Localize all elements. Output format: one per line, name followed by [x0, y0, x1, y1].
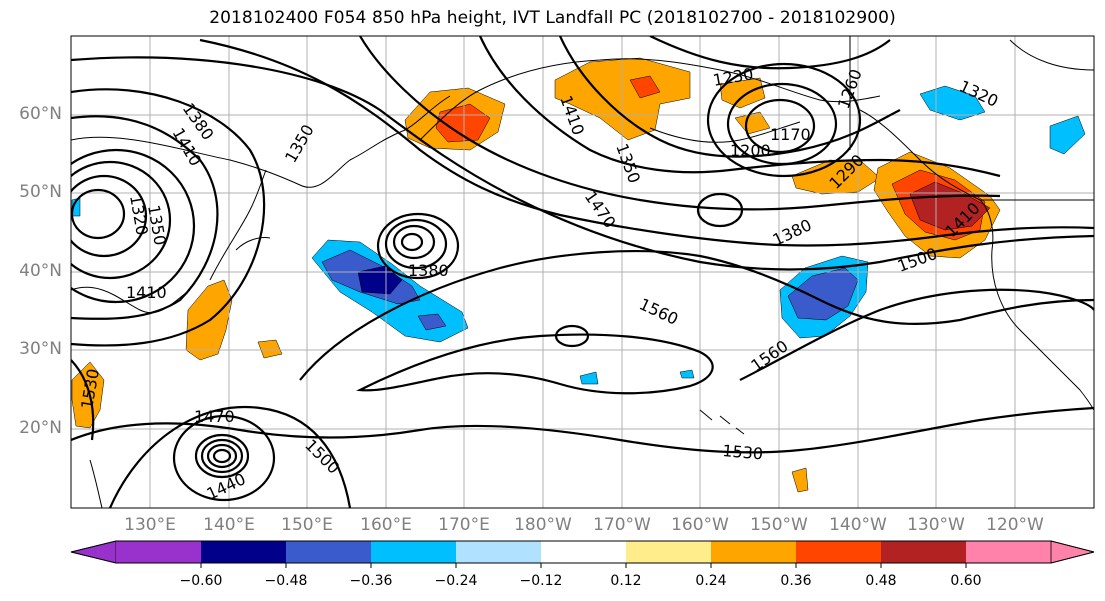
contour-label: 1170	[770, 125, 811, 144]
map-title: 2018102400 F054 850 hPa height, IVT Land…	[209, 8, 896, 28]
colorbar-segment	[201, 541, 286, 563]
colorbar-segment	[70, 540, 117, 564]
colorbar-tick-label: 0.24	[695, 573, 727, 589]
contour-label: 1380	[408, 261, 449, 280]
contour-label: 1470	[194, 407, 235, 426]
ivt-shade-positive	[257, 339, 283, 359]
contour-label: 1410	[126, 283, 167, 302]
lat-label: 30°N	[19, 339, 62, 359]
coastlines	[71, 36, 1094, 508]
colorbar-tick-label: 0.60	[950, 573, 982, 589]
colorbar-tick-label: −0.36	[349, 573, 393, 589]
colorbar-segment	[371, 541, 456, 563]
lon-label: 160°W	[671, 515, 729, 535]
ivt-shade-positive	[435, 103, 491, 143]
lon-label: 130°E	[124, 515, 176, 535]
contour-label: 1530	[722, 441, 764, 463]
colorbar-tick-label: 0.48	[865, 573, 897, 589]
contour-label: 1200	[730, 141, 771, 160]
ivt-shade-negative	[787, 267, 859, 321]
colorbar-tick-label: −0.24	[434, 573, 478, 589]
ivt-shade-negative	[357, 265, 403, 295]
ivt-shade-negative	[1049, 115, 1086, 155]
ivt-shade-negative	[679, 369, 695, 379]
lon-label: 180°W	[514, 515, 572, 535]
colorbar-tick-label: −0.48	[264, 573, 308, 589]
lon-label: 150°E	[281, 515, 333, 535]
colorbar-segment	[966, 541, 1051, 563]
lon-label: 170°E	[438, 515, 490, 535]
lat-label: 40°N	[19, 261, 62, 281]
colorbar-segment	[881, 541, 966, 563]
map-area: 1380 1410 1350 1320 1350 1410 1380 1410 …	[71, 36, 1094, 508]
colorbar-outline	[70, 540, 1095, 564]
lon-label: 150°W	[750, 515, 808, 535]
colorbar-segment	[711, 541, 796, 563]
ivt-shade-positive	[629, 75, 661, 99]
height-contours	[71, 36, 1094, 508]
lon-label: 120°W	[986, 515, 1044, 535]
colorbar-segment	[456, 541, 541, 563]
lat-label: 50°N	[19, 182, 62, 202]
colorbar-tick-label: 0.36	[780, 573, 812, 589]
lat-label: 60°N	[19, 104, 62, 124]
ivt-shade-positive	[734, 111, 771, 135]
colorbar-segment	[286, 541, 371, 563]
colorbar-segment	[626, 541, 711, 563]
ivt-shade-positive	[71, 361, 105, 429]
colorbar-segment	[1050, 540, 1095, 564]
lon-label: 170°W	[593, 515, 651, 535]
map-frame	[70, 35, 1095, 509]
lon-label: 140°W	[829, 515, 887, 535]
ivt-shade-positive	[791, 467, 809, 493]
graticule	[71, 36, 1094, 508]
colorbar-segment	[796, 541, 881, 563]
colorbar-segment	[116, 541, 201, 563]
ivt-shade-negative	[417, 313, 447, 331]
colorbar-tick-label: −0.60	[179, 573, 223, 589]
lon-label: 140°E	[203, 515, 255, 535]
ivt-shade-positive	[909, 181, 991, 231]
colorbar-tick-label: 0.12	[610, 573, 642, 589]
lon-label: 160°E	[360, 515, 412, 535]
colorbar	[70, 540, 1095, 568]
lon-label: 130°W	[907, 515, 965, 535]
colorbar-segment	[541, 541, 626, 563]
lat-label: 20°N	[19, 418, 62, 438]
ivt-shade-negative	[579, 371, 599, 385]
colorbar-tick-label: −0.12	[519, 573, 563, 589]
